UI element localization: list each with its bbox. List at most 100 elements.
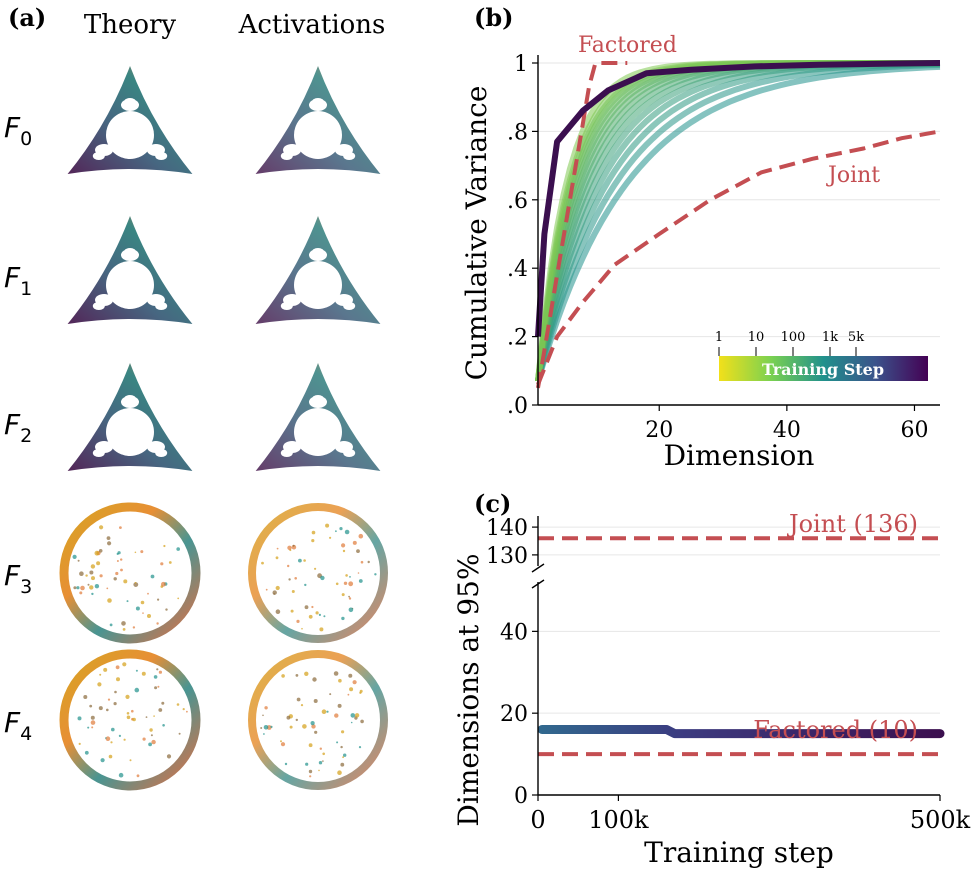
scatter-point: [84, 750, 89, 755]
scatter-point: [295, 718, 298, 722]
theory-plot-f2: [67, 363, 193, 471]
simplex-corner-hole: [343, 449, 356, 457]
scatter-point: [360, 719, 364, 724]
simplex-central-hole: [106, 408, 154, 456]
scatter-point: [114, 690, 117, 694]
scatter-point: [98, 706, 103, 711]
scatter-point: [329, 536, 332, 539]
scatter-point: [284, 762, 288, 766]
scatter-point: [91, 576, 95, 581]
scatter-point: [110, 741, 113, 744]
scatter-point: [115, 665, 120, 670]
scatter-point: [318, 761, 323, 765]
scatter-point: [99, 525, 104, 530]
scatter-point: [116, 552, 119, 556]
simplex-corner-hole: [92, 152, 105, 160]
scatter-point: [89, 704, 93, 708]
scatter-point: [132, 717, 136, 722]
scatter-point: [134, 582, 137, 584]
scatter-point: [161, 701, 165, 705]
training-step-colorbar: Training Step 1 10 100 1k 5k: [715, 330, 928, 381]
scatter-point: [123, 738, 126, 741]
scatter-point: [79, 591, 83, 595]
scatter-point: [149, 728, 153, 732]
panel-c-axes: 0 20 40 130 140 0 100k 500k: [486, 516, 971, 834]
simplex-side-hole: [334, 144, 353, 156]
ytick-label-upper: 140: [486, 516, 528, 541]
scatter-point: [342, 549, 346, 553]
simplex-side-hole: [95, 441, 114, 453]
scatter-point: [156, 622, 159, 625]
scatter-point: [308, 769, 313, 774]
scatter-point: [334, 713, 339, 718]
scatter-point: [85, 574, 88, 577]
scatter-point: [120, 568, 123, 572]
scatter-point: [311, 530, 316, 535]
panel-b-xlabel: Dimension: [664, 439, 815, 472]
scatter-point: [294, 577, 298, 580]
scatter-point: [72, 554, 77, 560]
scatter-point: [348, 673, 353, 678]
colorbar-tick-label: 1: [715, 330, 723, 345]
scatter-point: [122, 628, 126, 631]
panel-b-series: [535, 60, 941, 389]
scatter-point: [91, 592, 94, 596]
scatter-point: [343, 753, 347, 757]
annotation-joint: Joint: [826, 163, 880, 188]
scatter-point: [90, 720, 96, 725]
scatter-point: [275, 585, 280, 591]
xtick-label: 0: [530, 806, 545, 834]
scatter-point: [341, 593, 345, 597]
xtick-label: 20: [645, 418, 673, 443]
scatter-point: [147, 614, 151, 618]
factor-label-4: F4: [4, 706, 32, 745]
scatter-point: [318, 613, 321, 617]
scatter-point: [311, 539, 315, 543]
scatter-point: [142, 737, 146, 741]
scatter-point: [105, 736, 111, 741]
scatter-point: [134, 551, 137, 554]
scatter-point: [367, 560, 370, 564]
axis-break-mark: [531, 579, 545, 589]
simplex-side-hole: [95, 294, 114, 306]
scatter-point: [273, 593, 276, 595]
training-step-curve: [535, 63, 941, 382]
scatter-point: [83, 695, 88, 699]
factor-label-letter: F: [4, 408, 21, 441]
ytick-label: .0: [507, 394, 528, 419]
scatter-point: [314, 567, 317, 570]
circle-manifold-ring: [59, 502, 201, 644]
scatter-point: [165, 608, 168, 611]
scatter-point: [337, 703, 342, 708]
scatter-point: [304, 583, 307, 587]
scatter-point: [154, 686, 158, 690]
colorbar-gradient: [719, 356, 928, 381]
scatter-point: [99, 673, 102, 676]
scatter-point: [270, 725, 273, 729]
colorbar-label: Training Step: [762, 360, 884, 379]
panel-b-cumulative-variance: (b) .0 .2 .4 .6 .8 1 20 40 60 Factored Joint Dim…: [460, 3, 941, 472]
scatter-point: [116, 677, 120, 682]
scatter-point: [348, 597, 352, 600]
simplex-corner-hole: [155, 449, 168, 457]
scatter-point: [343, 581, 348, 585]
scatter-point: [335, 582, 339, 586]
factor-label-letter: F: [4, 559, 21, 592]
scatter-point: [350, 713, 356, 718]
axis-break-mark: [531, 563, 545, 573]
theory-plot-f3: [59, 502, 201, 644]
scatter-point: [329, 693, 332, 696]
scatter-point: [153, 715, 155, 717]
scatter-point: [156, 668, 159, 671]
column-title-theory: Theory: [84, 10, 177, 40]
scatter-point: [160, 562, 164, 566]
series-joint-dashed: [536, 129, 941, 386]
scatter-point: [341, 730, 345, 734]
scatter-point: [352, 680, 357, 685]
scatter-point: [136, 774, 140, 778]
series-model-dimensions: [537, 725, 945, 739]
scatter-point: [98, 549, 103, 553]
scatter-point: [157, 685, 160, 688]
